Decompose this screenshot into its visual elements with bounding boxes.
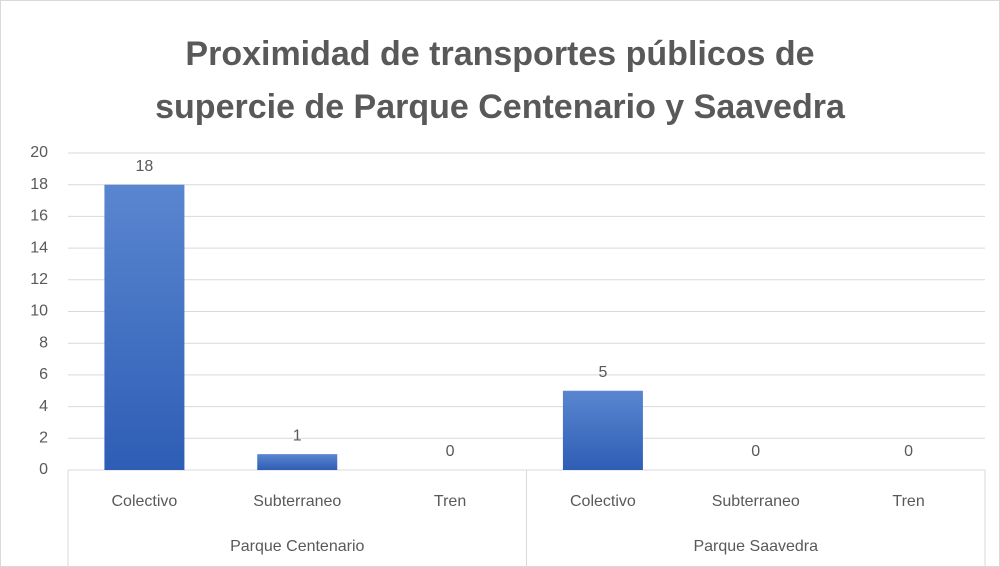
y-tick-label: 2 bbox=[39, 430, 48, 447]
group-label: Parque Centenario bbox=[230, 538, 364, 555]
y-tick-label: 12 bbox=[30, 271, 48, 288]
data-label: 1 bbox=[293, 427, 302, 444]
chart-title: Proximidad de transportes públicos de su… bbox=[155, 35, 845, 126]
data-label: 18 bbox=[136, 158, 154, 175]
data-label: 0 bbox=[751, 443, 760, 460]
group-label: Parque Saavedra bbox=[693, 538, 818, 555]
y-tick-label: 10 bbox=[30, 303, 48, 320]
bar bbox=[562, 390, 643, 470]
y-tick-label: 14 bbox=[30, 239, 48, 256]
y-tick-label: 8 bbox=[39, 334, 48, 351]
data-label: 5 bbox=[598, 364, 607, 381]
y-tick-label: 20 bbox=[30, 144, 48, 161]
data-label: 0 bbox=[904, 443, 913, 460]
x-tick-label: Colectivo bbox=[112, 493, 178, 510]
x-tick-label: Subterraneo bbox=[712, 493, 800, 510]
y-tick-label: 16 bbox=[30, 208, 48, 225]
bar bbox=[257, 454, 338, 470]
y-tick-label: 18 bbox=[30, 176, 48, 193]
x-tick-label: Subterraneo bbox=[253, 493, 341, 510]
y-tick-label: 6 bbox=[39, 366, 48, 383]
y-tick-label: 4 bbox=[39, 398, 48, 415]
x-tick-label: Tren bbox=[892, 493, 924, 510]
x-tick-label: Colectivo bbox=[570, 493, 636, 510]
x-tick-label: Tren bbox=[434, 493, 466, 510]
y-tick-label: 0 bbox=[39, 461, 48, 478]
data-label: 0 bbox=[446, 443, 455, 460]
bar bbox=[104, 184, 185, 470]
